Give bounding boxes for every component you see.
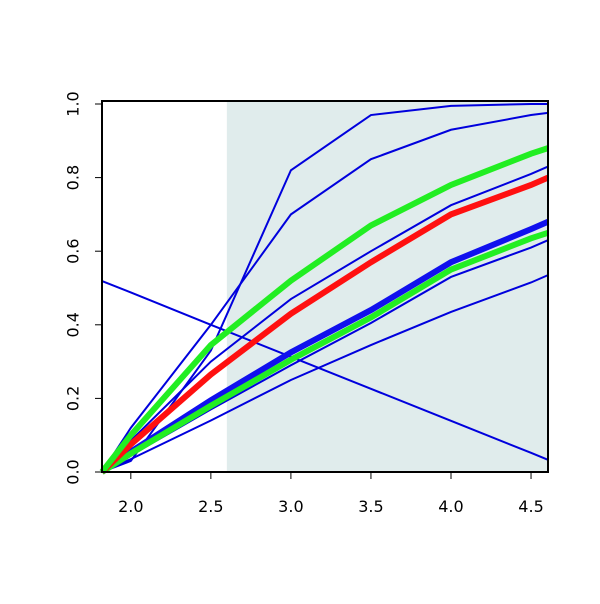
series-line xyxy=(99,174,550,475)
series-line xyxy=(101,111,549,473)
x-tick-label: 2.5 xyxy=(198,497,223,516)
y-tick-label: 0.4 xyxy=(64,312,83,337)
series-line xyxy=(101,274,549,473)
x-tick-label: 4.5 xyxy=(518,497,543,516)
plot-frame xyxy=(101,100,549,473)
shaded-region xyxy=(226,101,548,472)
x-tick-label: 3.5 xyxy=(358,497,383,516)
series-line xyxy=(100,229,549,475)
y-tick-label: 0.0 xyxy=(64,459,83,484)
y-tick-label: 0.2 xyxy=(64,386,83,411)
series-line xyxy=(101,165,549,473)
series-line xyxy=(99,145,549,474)
x-tick-label: 3.0 xyxy=(278,497,303,516)
y-tick-label: 1.0 xyxy=(64,91,83,116)
y-tick-label: 0.8 xyxy=(64,165,83,190)
y-tick-label: 0.6 xyxy=(64,238,83,263)
x-tick-label: 4.0 xyxy=(438,497,463,516)
series-line xyxy=(101,280,549,461)
x-tick-label: 2.0 xyxy=(118,497,143,516)
